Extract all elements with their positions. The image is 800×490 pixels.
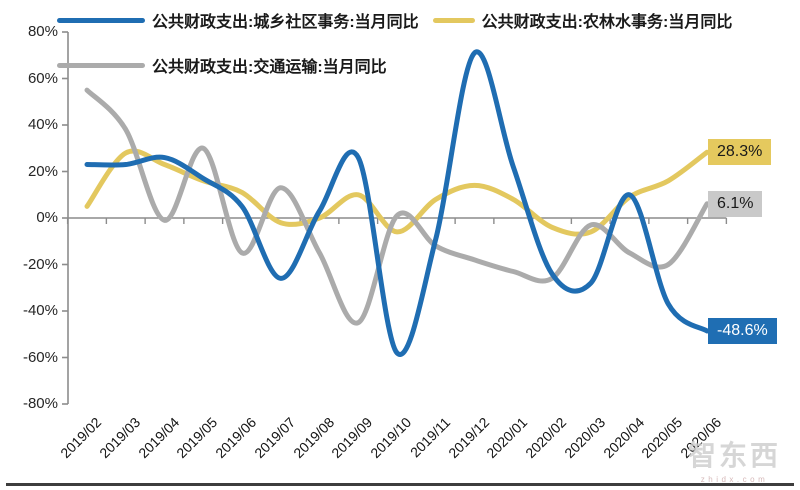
y-axis-label: -80%	[22, 395, 58, 412]
series-line-2	[84, 87, 710, 326]
y-axis-label: -20%	[22, 255, 58, 273]
y-axis-label: 0%	[36, 209, 58, 226]
chart-legend-row-1: 公共财政支出:城乡社区事务:当月同比 公共财政支出:农林水事务:当月同比	[57, 8, 746, 32]
chart-legend-row-2: 公共财政支出:交通运输:当月同比	[57, 53, 401, 77]
y-axis-label: 60%	[27, 69, 58, 87]
legend-swatch-0	[57, 17, 145, 23]
y-axis-label: 20%	[27, 162, 58, 180]
legend-label-2: 公共财政支出:交通运输:当月同比	[152, 59, 387, 76]
series-end-label-1: 28.3%	[708, 139, 772, 166]
series-end-label-2: 6.1%	[708, 190, 763, 217]
series-end-label-0: -48.6%	[708, 317, 777, 344]
legend-swatch-2	[57, 62, 145, 68]
y-axis-label: 80%	[27, 23, 58, 40]
legend-label-0: 公共财政支出:城乡社区事务:当月同比	[152, 14, 419, 31]
y-axis-label: -40%	[22, 302, 58, 319]
series-line-0	[84, 49, 710, 357]
legend-swatch-1	[432, 17, 475, 23]
y-axis-label: -60%	[22, 348, 58, 366]
bottom-border	[6, 483, 794, 486]
legend-label-1: 公共财政支出:农林水事务:当月同比	[481, 14, 733, 31]
y-axis-label: 40%	[27, 116, 58, 133]
